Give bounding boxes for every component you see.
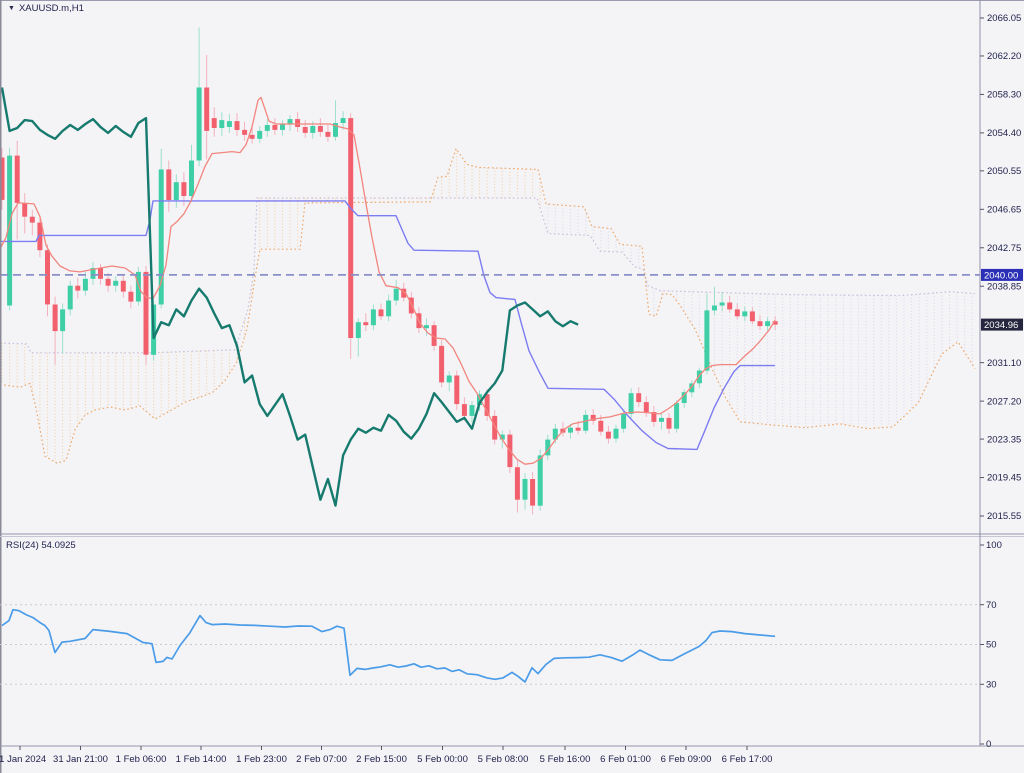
svg-text:2040.00: 2040.00 [984, 270, 1018, 281]
svg-text:0: 0 [986, 739, 991, 750]
svg-text:6 Feb 01:00: 6 Feb 01:00 [600, 754, 651, 765]
price-axis[interactable] [980, 0, 1024, 746]
rsi-axis-labels: 100 70 50 30 0 [980, 540, 1002, 750]
svg-text:1 Feb 06:00: 1 Feb 06:00 [116, 754, 167, 765]
rsi-indicator-label: RSI(24) 54.0925 [6, 540, 76, 551]
svg-text:5 Feb 16:00: 5 Feb 16:00 [540, 754, 591, 765]
chikou-span-line [0, 87, 579, 507]
rsi-line [1, 608, 776, 683]
svg-text:2046.65: 2046.65 [987, 205, 1021, 216]
candles-layer [0, 87, 778, 506]
svg-text:2 Feb 15:00: 2 Feb 15:00 [356, 754, 407, 765]
svg-text:1 Feb 23:00: 1 Feb 23:00 [236, 754, 287, 765]
svg-text:2027.20: 2027.20 [987, 396, 1021, 407]
rsi-panel[interactable] [0, 536, 980, 746]
svg-text:50: 50 [986, 640, 997, 651]
svg-text:2015.55: 2015.55 [987, 511, 1021, 522]
svg-text:100: 100 [986, 540, 1002, 551]
svg-text:70: 70 [986, 600, 997, 611]
kijun-sen-line [0, 200, 775, 451]
symbol-selector[interactable]: ▼ XAUUSD.m,H1 [8, 3, 84, 14]
svg-text:31 Jan 21:00: 31 Jan 21:00 [53, 754, 108, 765]
svg-text:2023.35: 2023.35 [987, 434, 1021, 445]
svg-text:2066.05: 2066.05 [987, 13, 1021, 24]
main-chart-panel[interactable] [0, 12, 980, 534]
tenkan-sen-line [0, 96, 776, 465]
symbol-period-label: XAUUSD.m,H1 [18, 3, 84, 14]
svg-text:6 Feb 09:00: 6 Feb 09:00 [661, 754, 712, 765]
time-axis-labels: 31 Jan 2024 31 Jan 21:00 1 Feb 06:00 1 Feb … [0, 746, 772, 765]
svg-text:6 Feb 17:00: 6 Feb 17:00 [722, 754, 773, 765]
svg-text:2031.10: 2031.10 [987, 358, 1021, 369]
chevron-down-icon: ▼ [8, 5, 15, 12]
time-axis[interactable] [0, 746, 1024, 773]
svg-text:5 Feb 00:00: 5 Feb 00:00 [417, 754, 468, 765]
svg-text:2034.96: 2034.96 [984, 320, 1018, 331]
svg-text:2 Feb 07:00: 2 Feb 07:00 [296, 754, 347, 765]
svg-text:5 Feb 08:00: 5 Feb 08:00 [478, 754, 529, 765]
ichimoku-cloud-hatch [1, 149, 973, 463]
price-axis-labels: 2066.05 2062.20 2058.30 2054.40 2050.55 2046.… [980, 13, 1021, 522]
svg-text:2062.20: 2062.20 [987, 51, 1021, 62]
svg-text:2058.30: 2058.30 [987, 90, 1021, 101]
line-price-label: 2040.00 [981, 268, 1023, 281]
svg-text:2019.45: 2019.45 [987, 473, 1021, 484]
svg-text:2050.55: 2050.55 [987, 166, 1021, 177]
svg-text:1 Feb 14:00: 1 Feb 14:00 [176, 754, 227, 765]
svg-text:2038.85: 2038.85 [987, 281, 1021, 292]
svg-text:2042.75: 2042.75 [987, 243, 1021, 254]
svg-text:31 Jan 2024: 31 Jan 2024 [0, 754, 46, 765]
svg-text:30: 30 [986, 680, 997, 691]
svg-text:2054.40: 2054.40 [987, 128, 1021, 139]
bid-price-label: 2034.96 [981, 318, 1023, 331]
